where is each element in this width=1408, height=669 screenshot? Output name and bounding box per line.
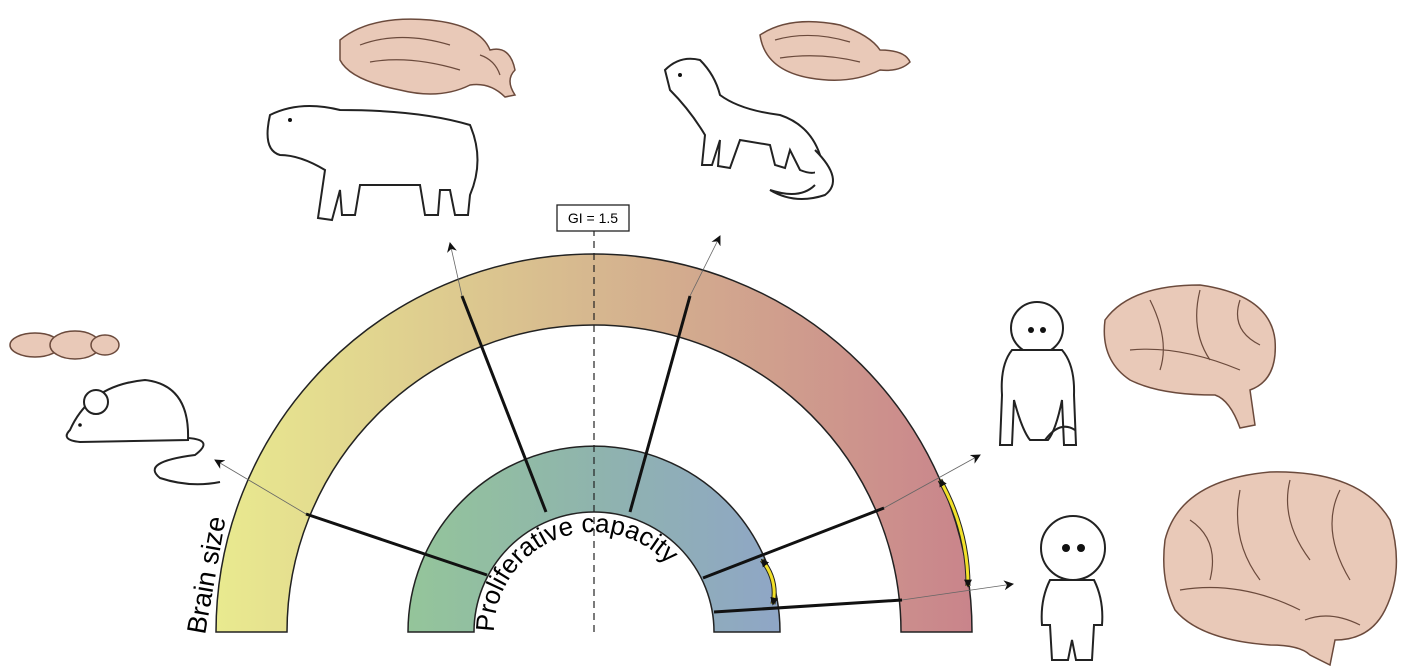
capybara xyxy=(266,105,479,222)
human xyxy=(1040,515,1106,661)
difference-arrows xyxy=(760,478,972,606)
mouse xyxy=(65,378,221,486)
gi-box xyxy=(556,204,630,232)
ferret-brain xyxy=(759,20,911,81)
capybara-brain xyxy=(339,18,517,98)
monkey xyxy=(998,301,1078,446)
connectors xyxy=(305,295,903,614)
gi-label: GI = 1.5 xyxy=(568,210,618,226)
human-brain xyxy=(1163,471,1398,667)
monkey-brain xyxy=(1103,284,1277,429)
mouse-brain xyxy=(9,330,120,360)
brain-size-ring xyxy=(215,253,973,633)
arrows xyxy=(214,235,1014,601)
ferret xyxy=(663,57,834,200)
